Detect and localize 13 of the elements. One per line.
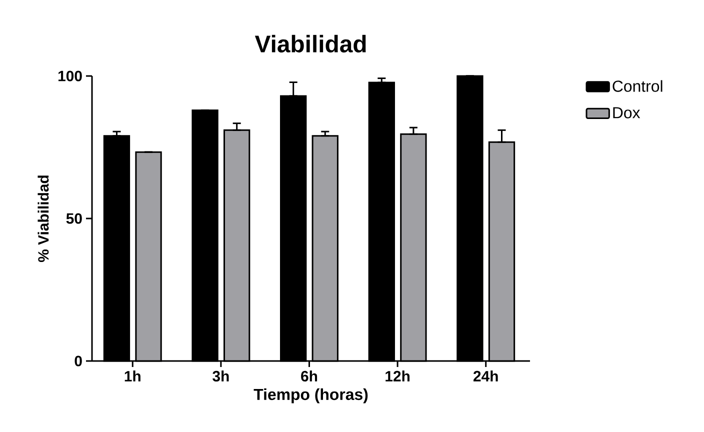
legend-label: Control	[612, 80, 662, 92]
x-tick-label: 1h	[124, 370, 140, 382]
y-tick-label: 50	[66, 213, 82, 224]
chart-title: Viabilidad	[254, 34, 366, 52]
x-tick-label: 3h	[212, 370, 229, 382]
y-tick-label: 0	[74, 356, 82, 366]
x-tick-label: 12h	[386, 370, 410, 382]
x-tick-label: 24h	[473, 370, 498, 382]
legend-label: Dox	[613, 107, 640, 118]
x-tick-label: 6h	[301, 370, 318, 382]
y-tick-label: 100	[58, 70, 82, 82]
y-axis-title: % Viabilidad	[38, 176, 49, 262]
x-axis-title: Tiempo (horas)	[254, 388, 368, 404]
